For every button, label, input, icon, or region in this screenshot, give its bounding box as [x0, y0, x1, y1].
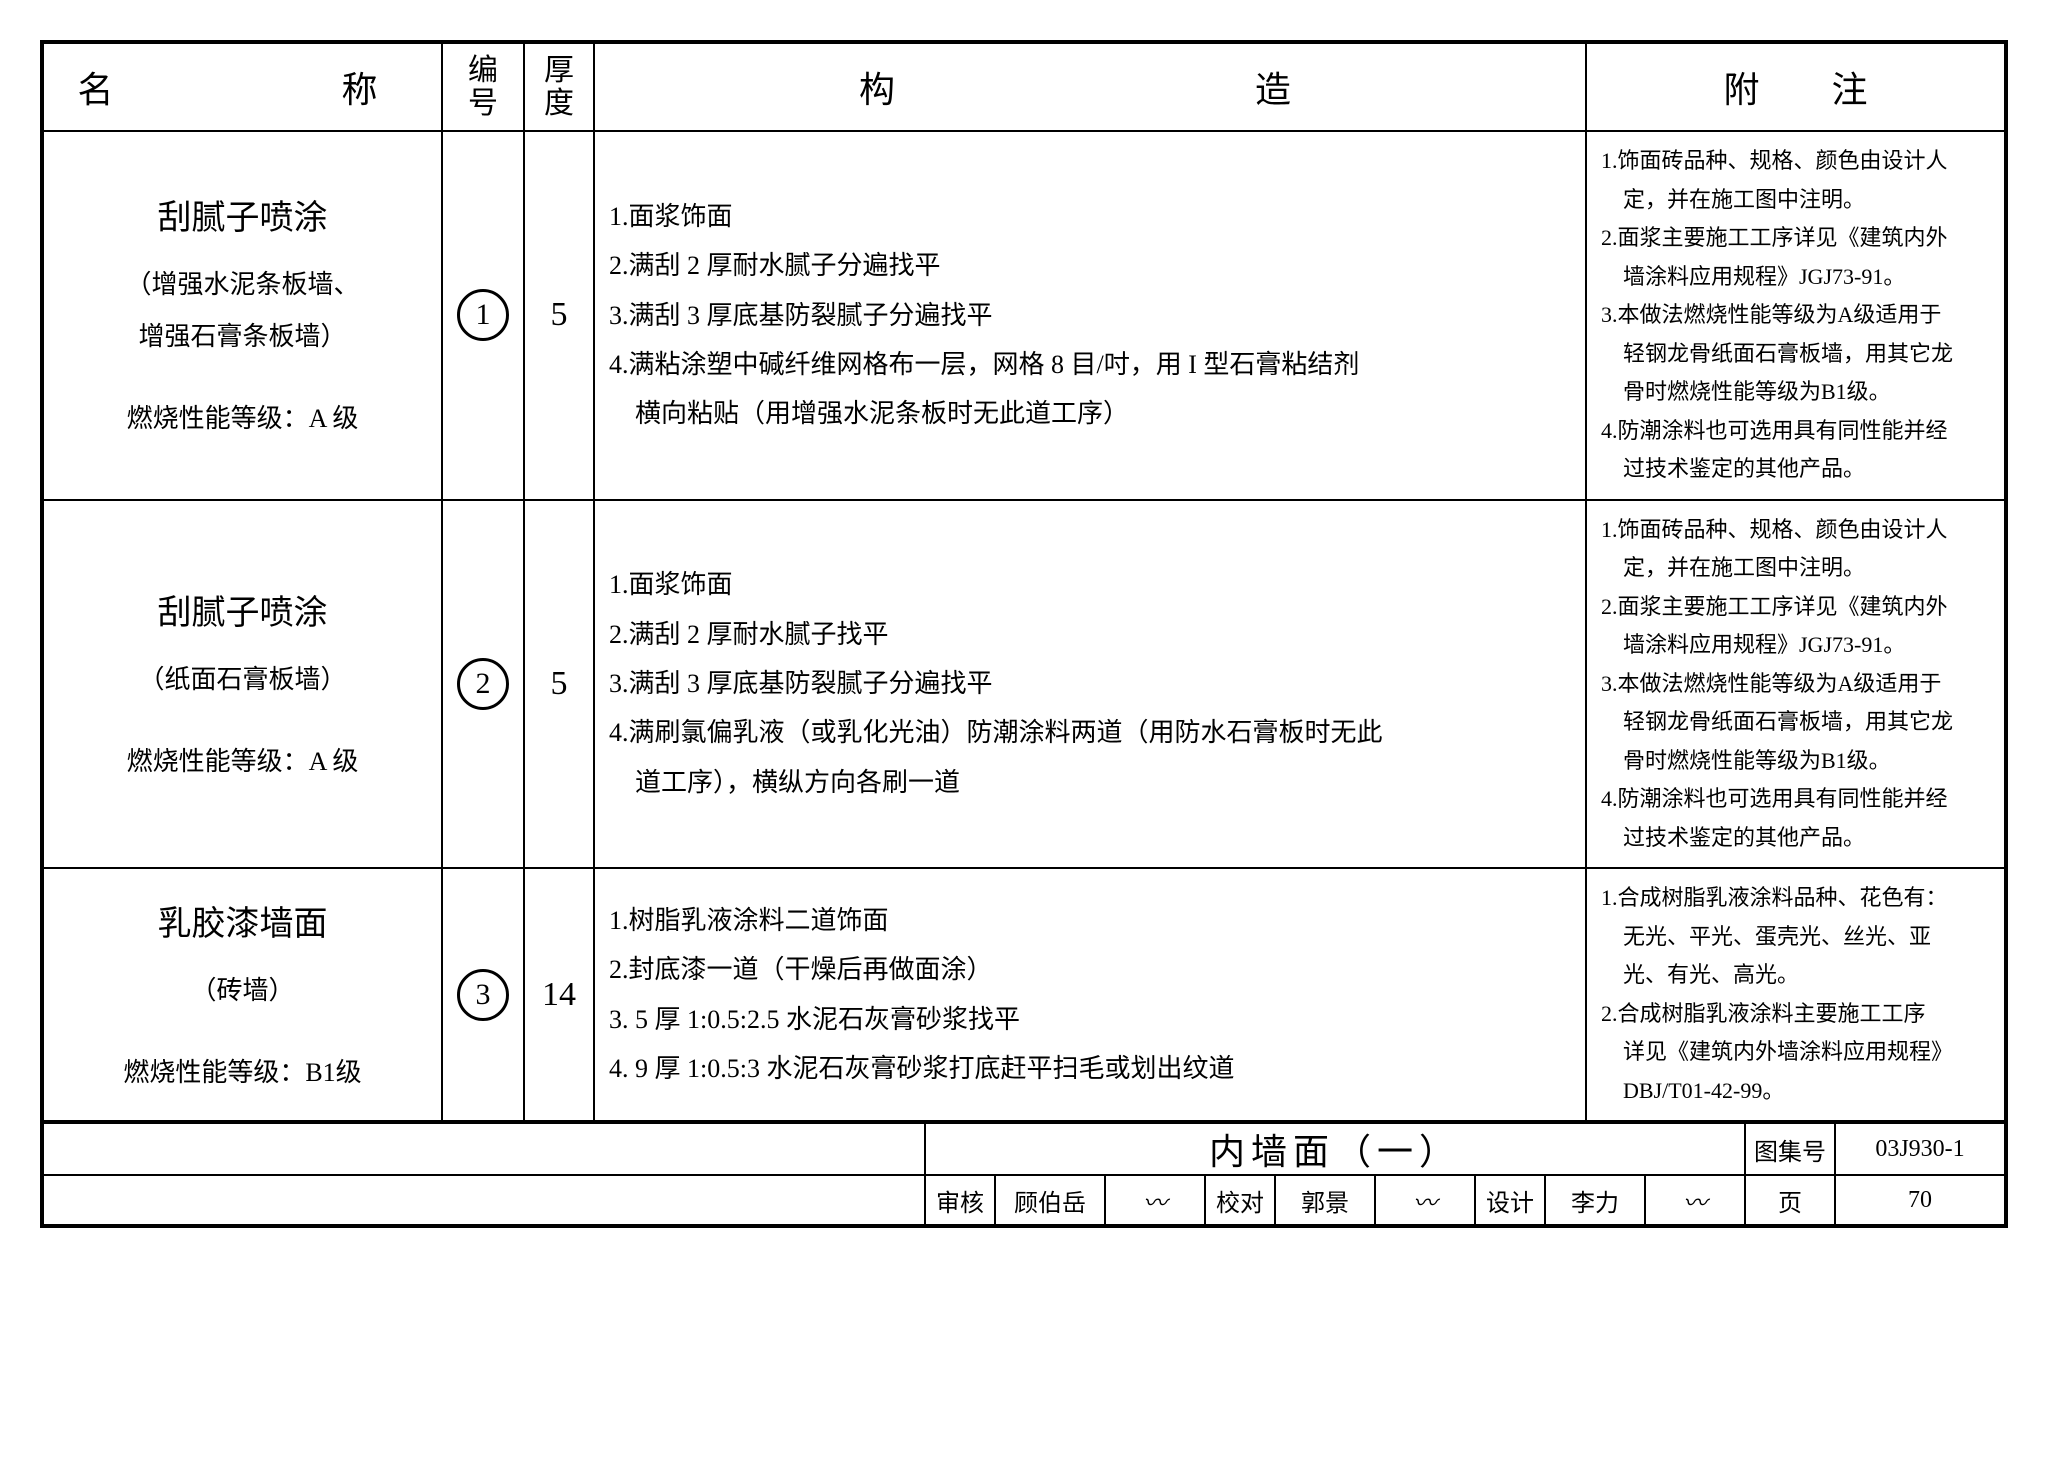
circled-number-icon: 2: [457, 658, 509, 710]
th-name: 名 称: [42, 42, 442, 131]
cell-construction: 1.面浆饰面 2.满刮 2 厚耐水腻子分遍找平 3.满刮 3 厚底基防裂腻子分遍…: [594, 131, 1586, 500]
footer-spacer: [44, 1124, 924, 1174]
name-sub1: （砖墙）: [58, 965, 427, 1017]
cell-construction: 1.面浆饰面 2.满刮 2 厚耐水腻子找平 3.满刮 3 厚底基防裂腻子分遍找平…: [594, 500, 1586, 869]
name-grade: 燃烧性能等级：A 级: [58, 736, 427, 788]
check-signature: 〰: [1374, 1176, 1474, 1224]
th-thickness: 厚 度: [524, 42, 594, 131]
name-title: 乳胶漆墙面: [58, 891, 427, 959]
cell-number: 2: [442, 500, 524, 869]
name-title: 刮腻子喷涂: [58, 185, 427, 253]
name-grade: 燃烧性能等级：A 级: [58, 393, 427, 445]
table-body: 刮腻子喷涂 （增强水泥条板墙、 增强石膏条板墙） 燃烧性能等级：A 级 1 5 …: [42, 131, 2006, 1122]
name-title: 刮腻子喷涂: [58, 580, 427, 648]
table-row: 刮腻子喷涂 （纸面石膏板墙） 燃烧性能等级：A 级 2 5 1.面浆饰面 2.满…: [42, 500, 2006, 869]
th-thick-2: 度: [539, 87, 579, 120]
cell-thickness: 5: [524, 131, 594, 500]
cell-notes: 1.饰面砖品种、规格、颜色由设计人 定，并在施工图中注明。 2.面浆主要施工工序…: [1586, 500, 2006, 869]
design-signature: 〰: [1644, 1176, 1744, 1224]
footer-spacer: [44, 1176, 924, 1224]
cell-construction: 1.树脂乳液涂料二道饰面 2.封底漆一道（干燥后再做面涂） 3. 5 厚 1:0…: [594, 868, 1586, 1122]
cell-name: 刮腻子喷涂 （增强水泥条板墙、 增强石膏条板墙） 燃烧性能等级：A 级: [42, 131, 442, 500]
spec-table: 名 称 编 号 厚 度 构 造 附 注: [40, 40, 2008, 1124]
table-header-row: 名 称 编 号 厚 度 构 造 附 注: [42, 42, 2006, 131]
th-thick-1: 厚: [539, 54, 579, 87]
book-number-value: 03J930-1: [1834, 1124, 2004, 1174]
th-num: 编 号: [442, 42, 524, 131]
name-sub1: （增强水泥条板墙、: [58, 259, 427, 311]
table-row: 乳胶漆墙面 （砖墙） 燃烧性能等级：B1级 3 14 1.树脂乳液涂料二道饰面 …: [42, 868, 2006, 1122]
book-number-label: 图集号: [1744, 1124, 1834, 1174]
th-notes: 附 注: [1586, 42, 2006, 131]
cell-thickness: 14: [524, 868, 594, 1122]
cell-name: 刮腻子喷涂 （纸面石膏板墙） 燃烧性能等级：A 级: [42, 500, 442, 869]
title-block: 内墙面（一） 图集号 03J930-1 审核 顾伯岳 〰 校对 郭景 〰 设计 …: [40, 1124, 2008, 1228]
cell-number: 1: [442, 131, 524, 500]
design-label: 设计: [1474, 1176, 1544, 1224]
page-label: 页: [1744, 1176, 1834, 1224]
table-row: 刮腻子喷涂 （增强水泥条板墙、 增强石膏条板墙） 燃烧性能等级：A 级 1 5 …: [42, 131, 2006, 500]
review-name: 顾伯岳: [994, 1176, 1104, 1224]
check-label: 校对: [1204, 1176, 1274, 1224]
th-notes-text: 附 注: [1723, 70, 1867, 110]
th-name-text: 名 称: [77, 70, 407, 110]
name-sub1: （纸面石膏板墙）: [58, 654, 427, 706]
review-label: 审核: [924, 1176, 994, 1224]
design-name: 李力: [1544, 1176, 1644, 1224]
name-sub2: 增强石膏条板墙）: [58, 311, 427, 363]
cell-number: 3: [442, 868, 524, 1122]
th-num-2: 号: [457, 87, 509, 120]
check-name: 郭景: [1274, 1176, 1374, 1224]
th-num-1: 编: [457, 54, 509, 87]
circled-number-icon: 1: [457, 289, 509, 341]
cell-notes: 1.饰面砖品种、规格、颜色由设计人 定，并在施工图中注明。 2.面浆主要施工工序…: [1586, 131, 2006, 500]
th-construction: 构 造: [594, 42, 1586, 131]
page: 名 称 编 号 厚 度 构 造 附 注: [40, 40, 2008, 1228]
cell-name: 乳胶漆墙面 （砖墙） 燃烧性能等级：B1级: [42, 868, 442, 1122]
review-signature: 〰: [1104, 1176, 1204, 1224]
drawing-title: 内墙面（一）: [924, 1124, 1744, 1174]
page-number: 70: [1834, 1176, 2004, 1224]
cell-notes: 1.合成树脂乳液涂料品种、花色有： 无光、平光、蛋壳光、丝光、亚 光、有光、高光…: [1586, 868, 2006, 1122]
circled-number-icon: 3: [457, 969, 509, 1021]
name-grade: 燃烧性能等级：B1级: [58, 1047, 427, 1099]
th-construction-text: 构 造: [859, 70, 1321, 110]
cell-thickness: 5: [524, 500, 594, 869]
